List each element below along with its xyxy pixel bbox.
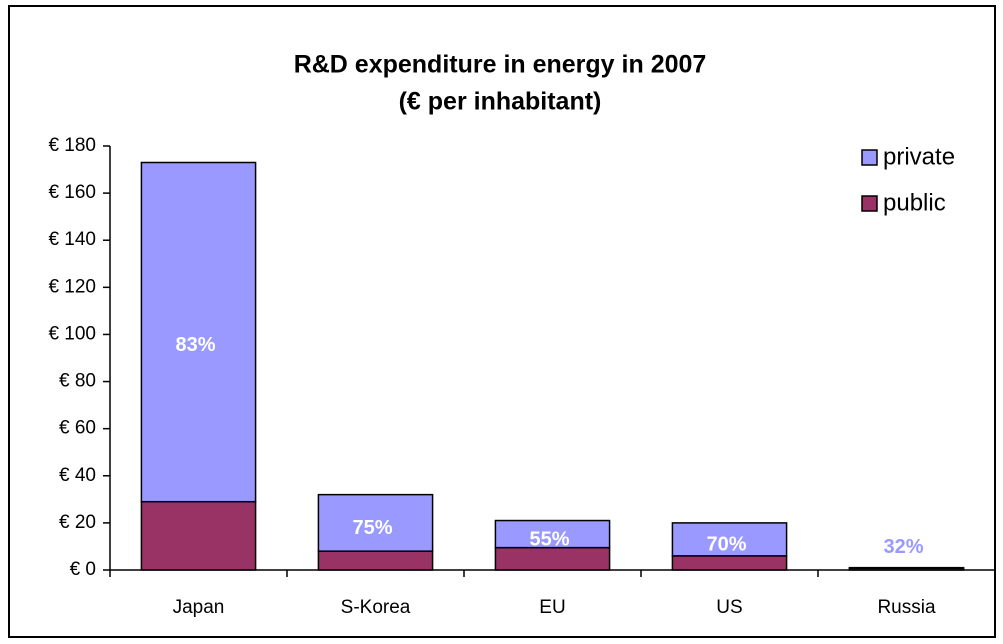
x-tick-label: S-Korea (341, 597, 411, 618)
x-tick-label: Japan (173, 597, 225, 618)
chart-title: R&D expenditure in energy in 2007 (294, 51, 707, 79)
bar-annotation: 83% (175, 334, 215, 356)
legend-swatch (861, 195, 878, 212)
y-tick-label: € 100 (48, 323, 96, 344)
legend-label: public (883, 189, 946, 216)
bar-segment (494, 519, 611, 549)
x-tick-label: US (716, 597, 742, 618)
y-tick-label: € 0 (70, 559, 96, 580)
bar-segment (671, 522, 788, 557)
y-tick-label: € 160 (48, 182, 96, 203)
bar-annotation: 70% (706, 534, 746, 556)
y-tick-label: € 60 (59, 418, 96, 439)
y-tick-label: € 120 (48, 276, 96, 297)
bar-segment (848, 566, 965, 570)
legend-label: private (883, 143, 955, 170)
bar-annotation: 32% (883, 536, 923, 558)
bar-annotation: 75% (352, 517, 392, 539)
y-tick-label: € 80 (59, 371, 96, 392)
chart-title: (€ per inhabitant) (399, 88, 602, 116)
y-tick-label: € 140 (48, 229, 96, 250)
y-tick-label: € 40 (59, 465, 96, 486)
bar-segment (671, 555, 788, 571)
bar-segment (494, 546, 611, 571)
bar-segment (140, 161, 257, 503)
bar-segment (317, 550, 434, 571)
bar-segment (140, 500, 257, 571)
x-tick-label: EU (539, 597, 565, 618)
x-tick-label: Russia (877, 597, 936, 618)
y-tick-label: € 20 (59, 512, 96, 533)
bar-segment (317, 493, 434, 552)
y-tick-label: € 180 (48, 135, 96, 156)
legend-swatch (861, 149, 878, 166)
bar-annotation: 55% (529, 528, 569, 550)
